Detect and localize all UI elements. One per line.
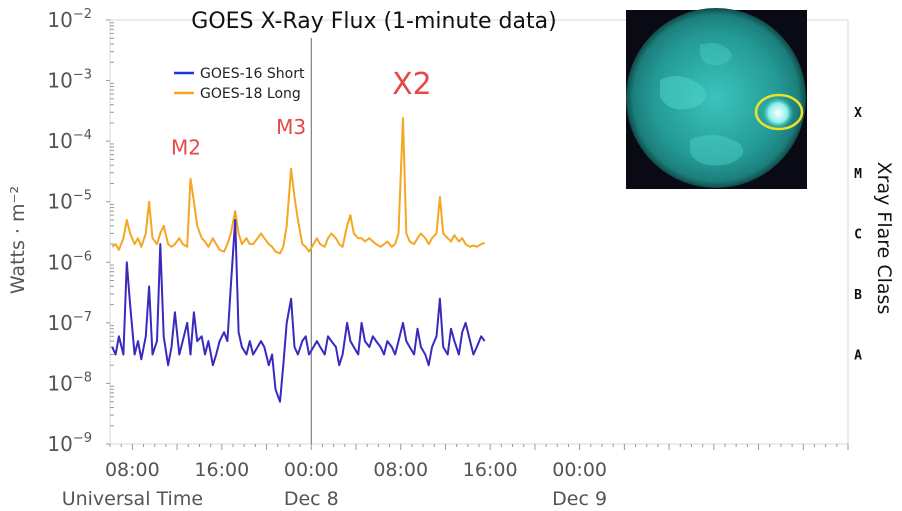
- x-tick-label: 00:00: [284, 459, 339, 481]
- flare-class-axis-label: Xray Flare Class: [873, 162, 895, 315]
- sun-active-region-b: [690, 134, 744, 166]
- flare-class-label: C: [854, 227, 862, 242]
- flare-glow: [762, 97, 794, 129]
- flare-annotation-x2: X2: [392, 67, 432, 102]
- sun-active-region-c: [700, 43, 732, 66]
- y-tick-label: 10−7: [47, 310, 92, 335]
- legend-label-goes16: GOES-16 Short: [200, 66, 305, 82]
- flare-annotation-m2: M2: [171, 136, 201, 160]
- flare-annotation-m3: M3: [276, 115, 306, 139]
- flare-class-label: X: [854, 106, 862, 121]
- x-tick-sublabel: Dec 8: [284, 488, 339, 510]
- y-tick-label: 10−3: [47, 68, 92, 93]
- series-line-goes18-long: [111, 117, 485, 255]
- flare-class-label: M: [854, 167, 862, 182]
- flare-class-label: B: [854, 288, 862, 303]
- x-tick-label: 08:00: [373, 459, 428, 481]
- x-tick-sublabel: Dec 9: [552, 488, 607, 510]
- legend-label-goes18: GOES-18 Long: [200, 86, 301, 102]
- flare-highlight-ellipse: [754, 93, 804, 131]
- flare-class-label: A: [854, 349, 862, 364]
- y-axis-label: Watts · m⁻²: [7, 186, 29, 294]
- x-tick-sublabel: Universal Time: [62, 488, 203, 510]
- y-tick-label: 10−6: [47, 249, 92, 274]
- y-tick-label: 10−8: [47, 370, 92, 395]
- y-tick-label: 10−2: [47, 7, 92, 32]
- x-tick-label: 16:00: [463, 459, 518, 481]
- legend: GOES-16 Short GOES-18 Long: [174, 66, 305, 102]
- series-line-goes16-overlay: [111, 219, 486, 403]
- x-tick-label: 08:00: [105, 459, 160, 481]
- x-tick-label: 00:00: [552, 459, 607, 481]
- x-tick-label: 16:00: [194, 459, 249, 481]
- y-tick-label: 10−4: [47, 128, 92, 153]
- y-tick-label: 10−9: [47, 431, 92, 456]
- sun-disk: [626, 8, 806, 188]
- solar-inset-image: [626, 8, 807, 189]
- sun-active-region-a: [660, 76, 707, 110]
- chart-title: GOES X-Ray Flux (1-minute data): [191, 9, 556, 34]
- y-tick-label: 10−5: [47, 189, 92, 214]
